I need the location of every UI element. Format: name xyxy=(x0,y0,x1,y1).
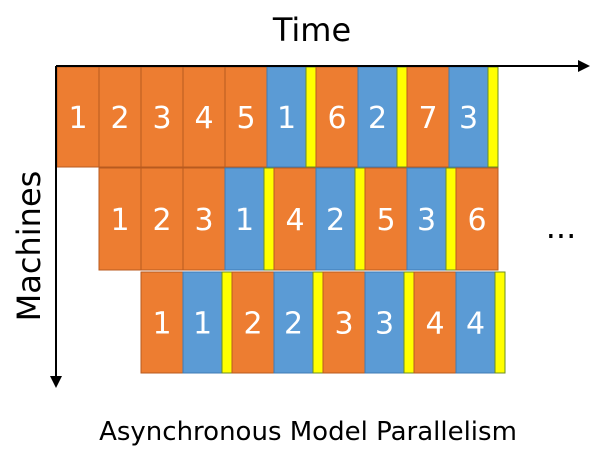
time-axis-label: Time xyxy=(272,11,351,49)
forward-block xyxy=(182,167,226,271)
block-label: 6 xyxy=(467,203,486,238)
sync-bar xyxy=(221,271,233,374)
block-label: 6 xyxy=(327,101,346,136)
block-label: 5 xyxy=(376,203,395,238)
sync-bar xyxy=(263,167,275,271)
block-label: 1 xyxy=(193,307,212,342)
forward-block xyxy=(98,66,142,168)
block-label: 2 xyxy=(110,101,129,136)
sync-bar xyxy=(354,167,366,271)
forward-block xyxy=(231,271,275,374)
backward-block xyxy=(273,271,314,374)
block-label: 1 xyxy=(235,203,254,238)
backward-block xyxy=(182,271,223,374)
block-label: 5 xyxy=(236,101,255,136)
block-label: 1 xyxy=(277,101,296,136)
sync-bar xyxy=(487,66,499,168)
block-label: 4 xyxy=(194,101,213,136)
block-label: 2 xyxy=(152,203,171,238)
backward-block xyxy=(357,66,398,168)
block-label: 4 xyxy=(425,307,444,342)
ellipsis-label: ... xyxy=(546,208,577,246)
backward-block xyxy=(315,167,356,271)
forward-block xyxy=(224,66,268,168)
block-label: 1 xyxy=(68,101,87,136)
backward-block xyxy=(266,66,307,168)
sync-bar xyxy=(305,66,317,168)
block-label: 3 xyxy=(334,307,353,342)
machines-axis-label: Machines xyxy=(10,171,48,322)
sync-bar xyxy=(312,271,324,374)
block-label: 7 xyxy=(418,101,437,136)
backward-block xyxy=(455,271,496,374)
block-label: 3 xyxy=(375,307,394,342)
sync-bar xyxy=(494,271,506,374)
backward-block xyxy=(224,167,265,271)
forward-block xyxy=(364,167,408,271)
machine-rows: 1 2 3 4 5 1 6 2 7 31 2 3 1 4 2 5 3 61 1 2 2 3 3 4 4 xyxy=(56,66,506,374)
block-label: 4 xyxy=(466,307,485,342)
sync-bar xyxy=(445,167,457,271)
forward-block xyxy=(315,66,359,168)
forward-block xyxy=(56,66,100,168)
forward-block xyxy=(455,167,499,271)
forward-block xyxy=(140,167,184,271)
block-label: 3 xyxy=(417,203,436,238)
block-label: 3 xyxy=(152,101,171,136)
block-label: 1 xyxy=(152,307,171,342)
backward-block xyxy=(448,66,489,168)
sync-bar xyxy=(403,271,415,374)
block-label: 1 xyxy=(110,203,129,238)
backward-block xyxy=(406,167,447,271)
backward-block xyxy=(364,271,405,374)
block-label: 2 xyxy=(368,101,387,136)
forward-block xyxy=(406,66,450,168)
block-label: 3 xyxy=(194,203,213,238)
block-label: 2 xyxy=(284,307,303,342)
sync-bar xyxy=(396,66,408,168)
block-label: 2 xyxy=(326,203,345,238)
forward-block xyxy=(140,271,184,374)
block-label: 2 xyxy=(243,307,262,342)
caption: Asynchronous Model Parallelism xyxy=(99,417,517,447)
block-label: 4 xyxy=(285,203,304,238)
block-label: 3 xyxy=(459,101,478,136)
